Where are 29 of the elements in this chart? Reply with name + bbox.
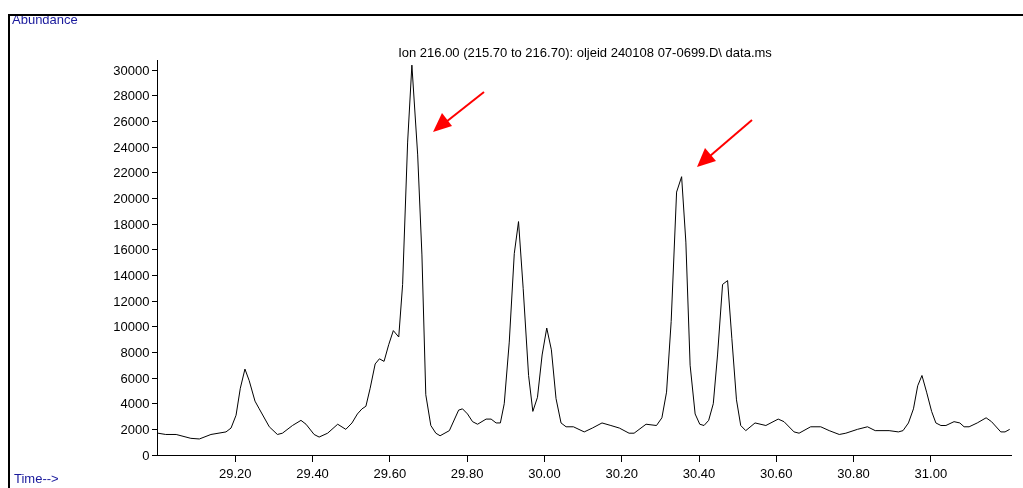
y-tick-label: 26000 bbox=[113, 114, 150, 130]
x-tick-label: 30.20 bbox=[605, 465, 638, 481]
x-axis-title: Time--> bbox=[14, 471, 59, 486]
y-tick-label: 22000 bbox=[113, 165, 150, 181]
y-tick-label: 18000 bbox=[113, 216, 150, 232]
x-tick-label: 30.40 bbox=[682, 465, 716, 481]
y-tick-label: 14000 bbox=[113, 268, 150, 283]
y-tick-label: 30000 bbox=[113, 62, 150, 78]
y-tick-label: 8000 bbox=[120, 344, 150, 360]
y-tick-label: 20000 bbox=[113, 191, 150, 207]
y-tick-label: 2000 bbox=[120, 421, 150, 437]
y-tick-label: 0 bbox=[142, 447, 150, 463]
y-tick-label: 10000 bbox=[113, 319, 150, 335]
y-axis-title: Abundance bbox=[12, 12, 78, 27]
y-tick-label: 12000 bbox=[113, 293, 150, 309]
y-tick-label: 4000 bbox=[120, 396, 150, 412]
chart-title: Ion 216.00 (215.70 to 216.70): oljeid 240108 07-0699.D\ data.ms bbox=[398, 44, 773, 60]
x-tick-label: 31.00 bbox=[914, 465, 948, 481]
x-tick-label: 30.80 bbox=[837, 465, 870, 481]
y-tick-label: 6000 bbox=[120, 370, 150, 386]
y-tick-label: 16000 bbox=[113, 242, 150, 258]
x-tick-label: 29.40 bbox=[296, 465, 329, 481]
y-tick-label: 24000 bbox=[113, 139, 150, 155]
x-tick-label: 29.60 bbox=[373, 465, 407, 481]
x-tick-label: 30.60 bbox=[760, 465, 793, 481]
x-tick-label: 29.80 bbox=[450, 465, 484, 481]
y-tick-label: 28000 bbox=[113, 88, 150, 104]
x-tick-label: 30.00 bbox=[528, 465, 561, 481]
x-tick-label: 29.20 bbox=[219, 465, 252, 481]
